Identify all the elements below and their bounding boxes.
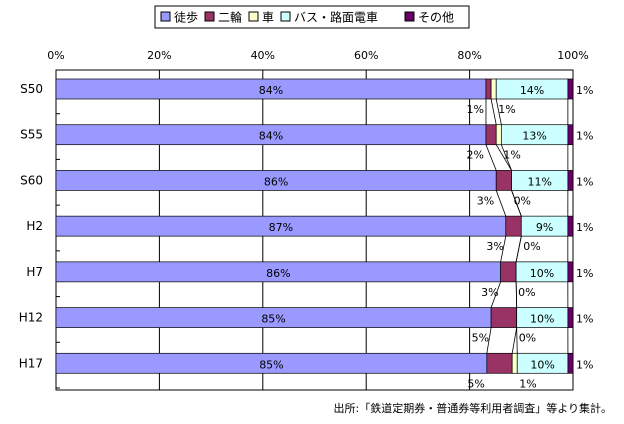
bar-segment — [490, 307, 518, 328]
data-label: 11% — [528, 175, 552, 188]
data-label: 0% — [514, 194, 531, 207]
data-label: 1% — [576, 221, 593, 234]
connector-line — [490, 281, 501, 308]
data-label: 85% — [259, 358, 283, 371]
bar-segment — [567, 352, 574, 374]
category-label: H17 — [19, 356, 43, 370]
data-label: 3% — [481, 286, 498, 299]
connector-line — [485, 144, 497, 171]
category-label: S60 — [20, 173, 43, 187]
source-note: 出所:「鉄道定期券・普通券等利用者調査」等より集計。 — [334, 401, 612, 415]
legend-label: バス・路面電車 — [294, 10, 378, 25]
x-tick-label: 60% — [354, 49, 378, 62]
data-label: 1% — [467, 103, 484, 116]
data-label: 14% — [520, 84, 544, 97]
data-label: 84% — [259, 130, 283, 143]
connector-line — [515, 236, 522, 262]
bar-segment — [567, 215, 574, 237]
data-label: 1% — [576, 84, 593, 97]
legend-swatch — [248, 11, 259, 22]
bar-segment — [495, 170, 512, 191]
data-label: 10% — [530, 358, 554, 371]
category-label: H7 — [26, 265, 43, 279]
connector-line — [516, 327, 518, 354]
connector-line — [511, 327, 518, 354]
data-label: 1% — [519, 377, 536, 390]
data-label: 86% — [264, 175, 288, 188]
legend-label: 二輪 — [218, 10, 242, 25]
bar-segment — [567, 124, 574, 146]
bar-segment — [486, 352, 513, 374]
data-label: 10% — [530, 313, 554, 326]
data-label: 85% — [261, 313, 285, 326]
category-label: H2 — [26, 219, 43, 233]
bar-series — [55, 78, 574, 374]
y-axis-category-labels: S50 S55 S60 H2 H7 H12 H17 — [19, 82, 60, 389]
data-label: 1% — [576, 358, 593, 371]
bar-segment — [485, 124, 497, 146]
legend-label: 徒歩 — [174, 10, 198, 25]
legend-swatch — [280, 11, 291, 22]
data-label: 1% — [576, 313, 593, 326]
data-labels: 84% 14% 1%1% 1%84% 13% 1%2% 1%86% 11% 1%3% 0%87% 9… — [259, 84, 594, 390]
data-label: 13% — [522, 130, 546, 143]
legend-swatch — [160, 11, 171, 22]
data-label: 10% — [530, 267, 554, 280]
connector-line — [515, 281, 518, 308]
connector-line — [490, 98, 497, 125]
connector-line — [495, 190, 507, 217]
connector-line — [500, 144, 512, 171]
data-label: 0% — [523, 240, 540, 253]
connector-line — [486, 327, 492, 354]
legend-swatch — [204, 11, 215, 22]
x-tick-label: 100% — [557, 49, 588, 62]
bar-segment — [567, 170, 574, 191]
bar-segment — [485, 78, 492, 100]
x-axis-tick-labels: 0% 20% 40% 60% 80% 100% — [47, 49, 588, 62]
connector-line — [500, 236, 507, 262]
data-label: 2% — [467, 149, 484, 162]
x-tick-label: 40% — [251, 49, 275, 62]
data-label: 1% — [576, 267, 593, 280]
data-label: 84% — [259, 84, 283, 97]
bar-segment — [567, 307, 574, 328]
bar-segment — [490, 78, 497, 100]
legend: 徒歩 二輪 車 バス・路面電車 その他 — [154, 5, 470, 29]
data-label: 5% — [467, 377, 484, 390]
data-label: 86% — [266, 267, 290, 280]
legend-label: その他 — [418, 11, 454, 25]
data-label: 5% — [472, 332, 489, 345]
data-label: 3% — [486, 240, 503, 253]
connector-line — [495, 144, 512, 171]
legend-box — [154, 5, 470, 29]
legend-swatch — [404, 11, 415, 22]
series-connector-lines — [485, 98, 574, 354]
data-label: 3% — [477, 194, 494, 207]
bar-segment — [567, 261, 574, 283]
data-label: 9% — [536, 221, 553, 234]
category-label: S50 — [20, 82, 43, 96]
x-tick-label: 20% — [147, 49, 171, 62]
category-label: H12 — [19, 311, 43, 325]
x-tick-label: 80% — [457, 49, 481, 62]
data-label: 1% — [576, 130, 593, 143]
x-tick-label: 0% — [47, 49, 64, 62]
connector-line — [495, 98, 502, 125]
data-label: 0% — [518, 286, 535, 299]
category-label: S55 — [20, 128, 43, 142]
data-label: 1% — [498, 103, 515, 116]
data-label: 87% — [269, 221, 293, 234]
data-label: 1% — [503, 149, 520, 162]
bar-segment — [505, 215, 522, 237]
bar-segment — [495, 124, 502, 146]
data-label: 1% — [576, 175, 593, 188]
bar-segment — [511, 352, 518, 374]
bar-segment — [500, 261, 517, 283]
bar-segment — [567, 78, 574, 100]
connector-line — [511, 190, 522, 217]
legend-label: 車 — [262, 11, 274, 25]
data-label: 0% — [519, 332, 536, 345]
